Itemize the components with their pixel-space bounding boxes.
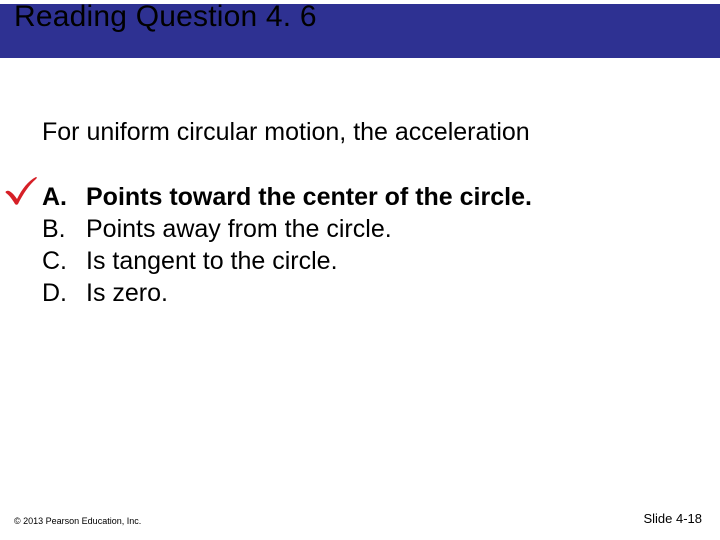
option-text: Points away from the circle. — [86, 213, 680, 245]
slide-title: Reading Question 4. 6 — [14, 0, 317, 34]
option-label: D. — [42, 277, 86, 309]
options-list: A. Points toward the center of the circl… — [42, 181, 680, 309]
option-text: Is zero. — [86, 277, 680, 309]
option-label: C. — [42, 245, 86, 277]
option-text: Is tangent to the circle. — [86, 245, 680, 277]
option-label: B. — [42, 213, 86, 245]
copyright-text: © 2013 Pearson Education, Inc. — [14, 516, 141, 526]
question-text: For uniform circular motion, the acceler… — [42, 118, 680, 147]
option-label: A. — [42, 181, 86, 213]
slide: Reading Question 4. 6 For uniform circul… — [0, 0, 720, 540]
slide-number: Slide 4-18 — [643, 511, 702, 526]
content-area: For uniform circular motion, the acceler… — [42, 118, 680, 309]
checkmark-icon — [4, 176, 38, 206]
option-c: C. Is tangent to the circle. — [42, 245, 680, 277]
option-a: A. Points toward the center of the circl… — [42, 181, 680, 213]
option-b: B. Points away from the circle. — [42, 213, 680, 245]
title-bar: Reading Question 4. 6 — [0, 0, 720, 58]
option-text: Points toward the center of the circle. — [86, 181, 680, 213]
option-d: D. Is zero. — [42, 277, 680, 309]
